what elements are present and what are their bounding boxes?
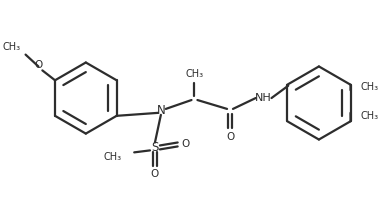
Text: O: O [34, 60, 43, 70]
Text: CH₃: CH₃ [361, 111, 378, 121]
Text: S: S [151, 141, 159, 154]
Text: O: O [226, 132, 234, 142]
Text: CH₃: CH₃ [361, 82, 378, 92]
Text: N: N [156, 104, 165, 117]
Text: CH₃: CH₃ [185, 69, 204, 79]
Text: CH₃: CH₃ [103, 152, 121, 162]
Text: NH: NH [255, 93, 272, 103]
Text: O: O [151, 169, 159, 179]
Text: O: O [181, 140, 190, 150]
Text: CH₃: CH₃ [2, 42, 21, 52]
